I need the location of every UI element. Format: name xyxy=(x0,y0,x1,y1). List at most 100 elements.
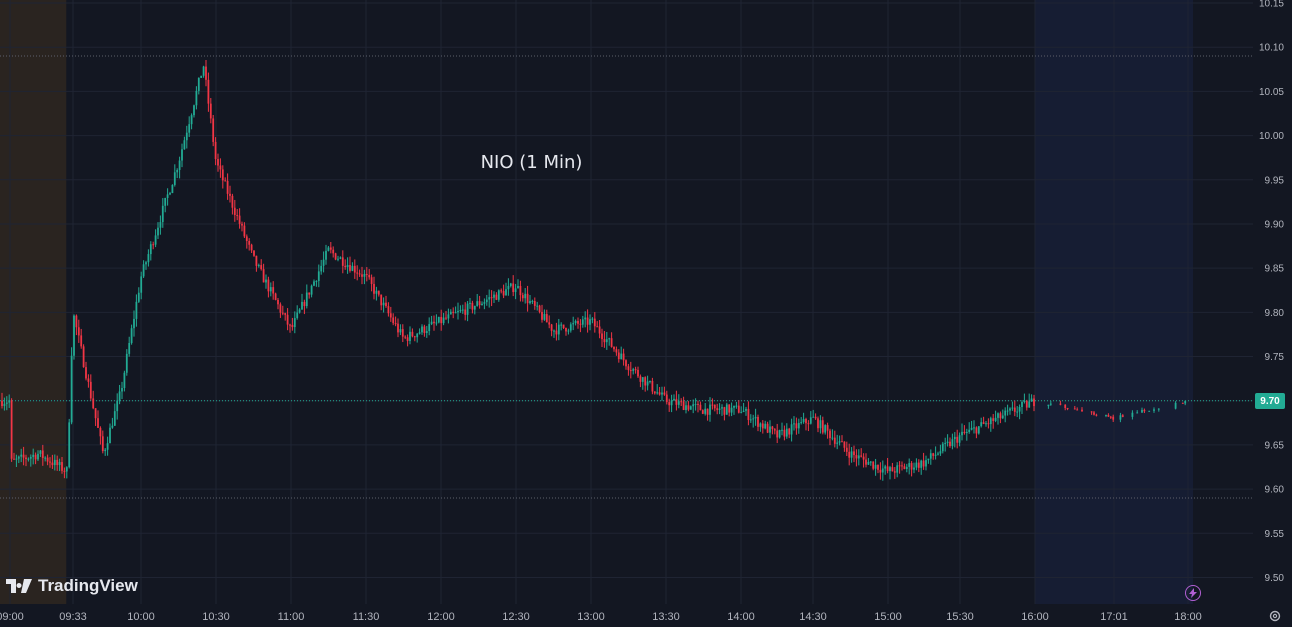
candle-body xyxy=(922,460,925,467)
x-tick-label: 11:30 xyxy=(353,611,380,623)
candle-body xyxy=(601,333,603,340)
candle-body xyxy=(634,369,637,371)
candle-body xyxy=(627,366,630,371)
candle-body xyxy=(992,418,995,421)
candle-body xyxy=(689,406,692,410)
candle-body xyxy=(802,418,805,423)
candle-body xyxy=(982,422,985,424)
tradingview-logo[interactable]: TradingView xyxy=(6,576,138,596)
candle-body xyxy=(764,423,767,429)
candle-body xyxy=(109,427,111,444)
candle-body xyxy=(898,465,901,467)
candle-body xyxy=(305,292,308,307)
candle-body xyxy=(589,319,591,325)
candle-body xyxy=(730,407,733,413)
candle-body xyxy=(550,324,553,331)
candle-body xyxy=(416,333,419,338)
candle-body xyxy=(869,461,872,463)
candle-body xyxy=(821,420,824,433)
candle-body xyxy=(531,301,534,303)
candle-body xyxy=(284,313,287,315)
x-tick-label: 15:00 xyxy=(874,611,902,623)
candle-body xyxy=(325,250,327,260)
candle-body xyxy=(212,118,215,142)
candle-body xyxy=(1076,409,1079,411)
candle-body xyxy=(85,367,87,379)
candle-body xyxy=(687,405,690,410)
candle-body xyxy=(89,381,92,399)
candle-body xyxy=(229,193,231,196)
candle-body xyxy=(250,244,253,251)
candle-body xyxy=(445,317,447,319)
candle-body xyxy=(637,369,639,377)
candle-body xyxy=(927,458,930,461)
candle-body xyxy=(101,436,104,452)
candle-body xyxy=(569,324,572,331)
candle-body xyxy=(430,321,433,325)
candle-body xyxy=(733,405,735,408)
candle-body xyxy=(87,378,90,382)
candle-body xyxy=(171,184,174,194)
candle-body xyxy=(620,353,623,360)
y-tick-label: 9.75 xyxy=(1265,352,1285,363)
candle-body xyxy=(1157,408,1160,410)
candle-body xyxy=(260,265,263,270)
candle-body xyxy=(781,429,783,431)
candle-body xyxy=(200,75,203,78)
candle-body xyxy=(773,429,776,431)
candle-body xyxy=(454,312,457,314)
candle-body xyxy=(267,279,270,292)
candle-body xyxy=(963,431,966,434)
candle-body xyxy=(137,292,140,302)
candle-body xyxy=(502,291,505,296)
candle-body xyxy=(521,295,524,299)
candle-body xyxy=(877,464,879,470)
candle-body xyxy=(915,462,918,468)
candle-body xyxy=(903,466,906,470)
candle-body xyxy=(399,329,402,333)
logo-text: TradingView xyxy=(38,576,138,595)
candle-body xyxy=(965,431,968,434)
candle-body xyxy=(718,408,721,410)
candle-body xyxy=(761,423,764,429)
candle-body xyxy=(68,422,71,468)
candle-body xyxy=(838,441,841,443)
candle-body xyxy=(176,169,179,173)
candle-body xyxy=(941,443,944,452)
candle-body xyxy=(209,103,212,119)
candle-body xyxy=(404,336,407,338)
candle-body xyxy=(845,447,848,452)
candle-body xyxy=(586,317,589,325)
candle-body xyxy=(291,324,294,328)
candle-body xyxy=(644,377,647,386)
candle-body xyxy=(728,404,731,413)
x-tick-label: 15:30 xyxy=(946,611,974,623)
candle-body xyxy=(221,169,224,181)
candle-body xyxy=(368,274,371,278)
candle-body xyxy=(989,418,992,425)
candle-body xyxy=(1004,410,1007,416)
candle-body xyxy=(214,141,217,160)
candle-body xyxy=(452,311,455,313)
candle-body xyxy=(130,328,133,343)
x-tick-label: 12:00 xyxy=(427,611,455,623)
candle-body xyxy=(567,330,570,332)
gear-icon[interactable] xyxy=(1268,609,1282,623)
candle-body xyxy=(8,400,11,403)
candle-body xyxy=(776,430,779,438)
candle-body xyxy=(557,324,560,335)
candle-body xyxy=(752,418,755,420)
candle-body xyxy=(377,290,380,295)
candle-body xyxy=(577,320,579,324)
candle-body xyxy=(677,401,680,405)
candle-body xyxy=(800,422,803,424)
candle-body xyxy=(469,302,471,304)
candle-body xyxy=(159,222,162,228)
candle-body xyxy=(1059,403,1062,405)
candle-body xyxy=(449,311,452,315)
candle-body xyxy=(1013,407,1016,412)
candle-body xyxy=(490,297,493,299)
candle-body xyxy=(356,272,359,274)
lightning-icon[interactable] xyxy=(1185,585,1201,601)
